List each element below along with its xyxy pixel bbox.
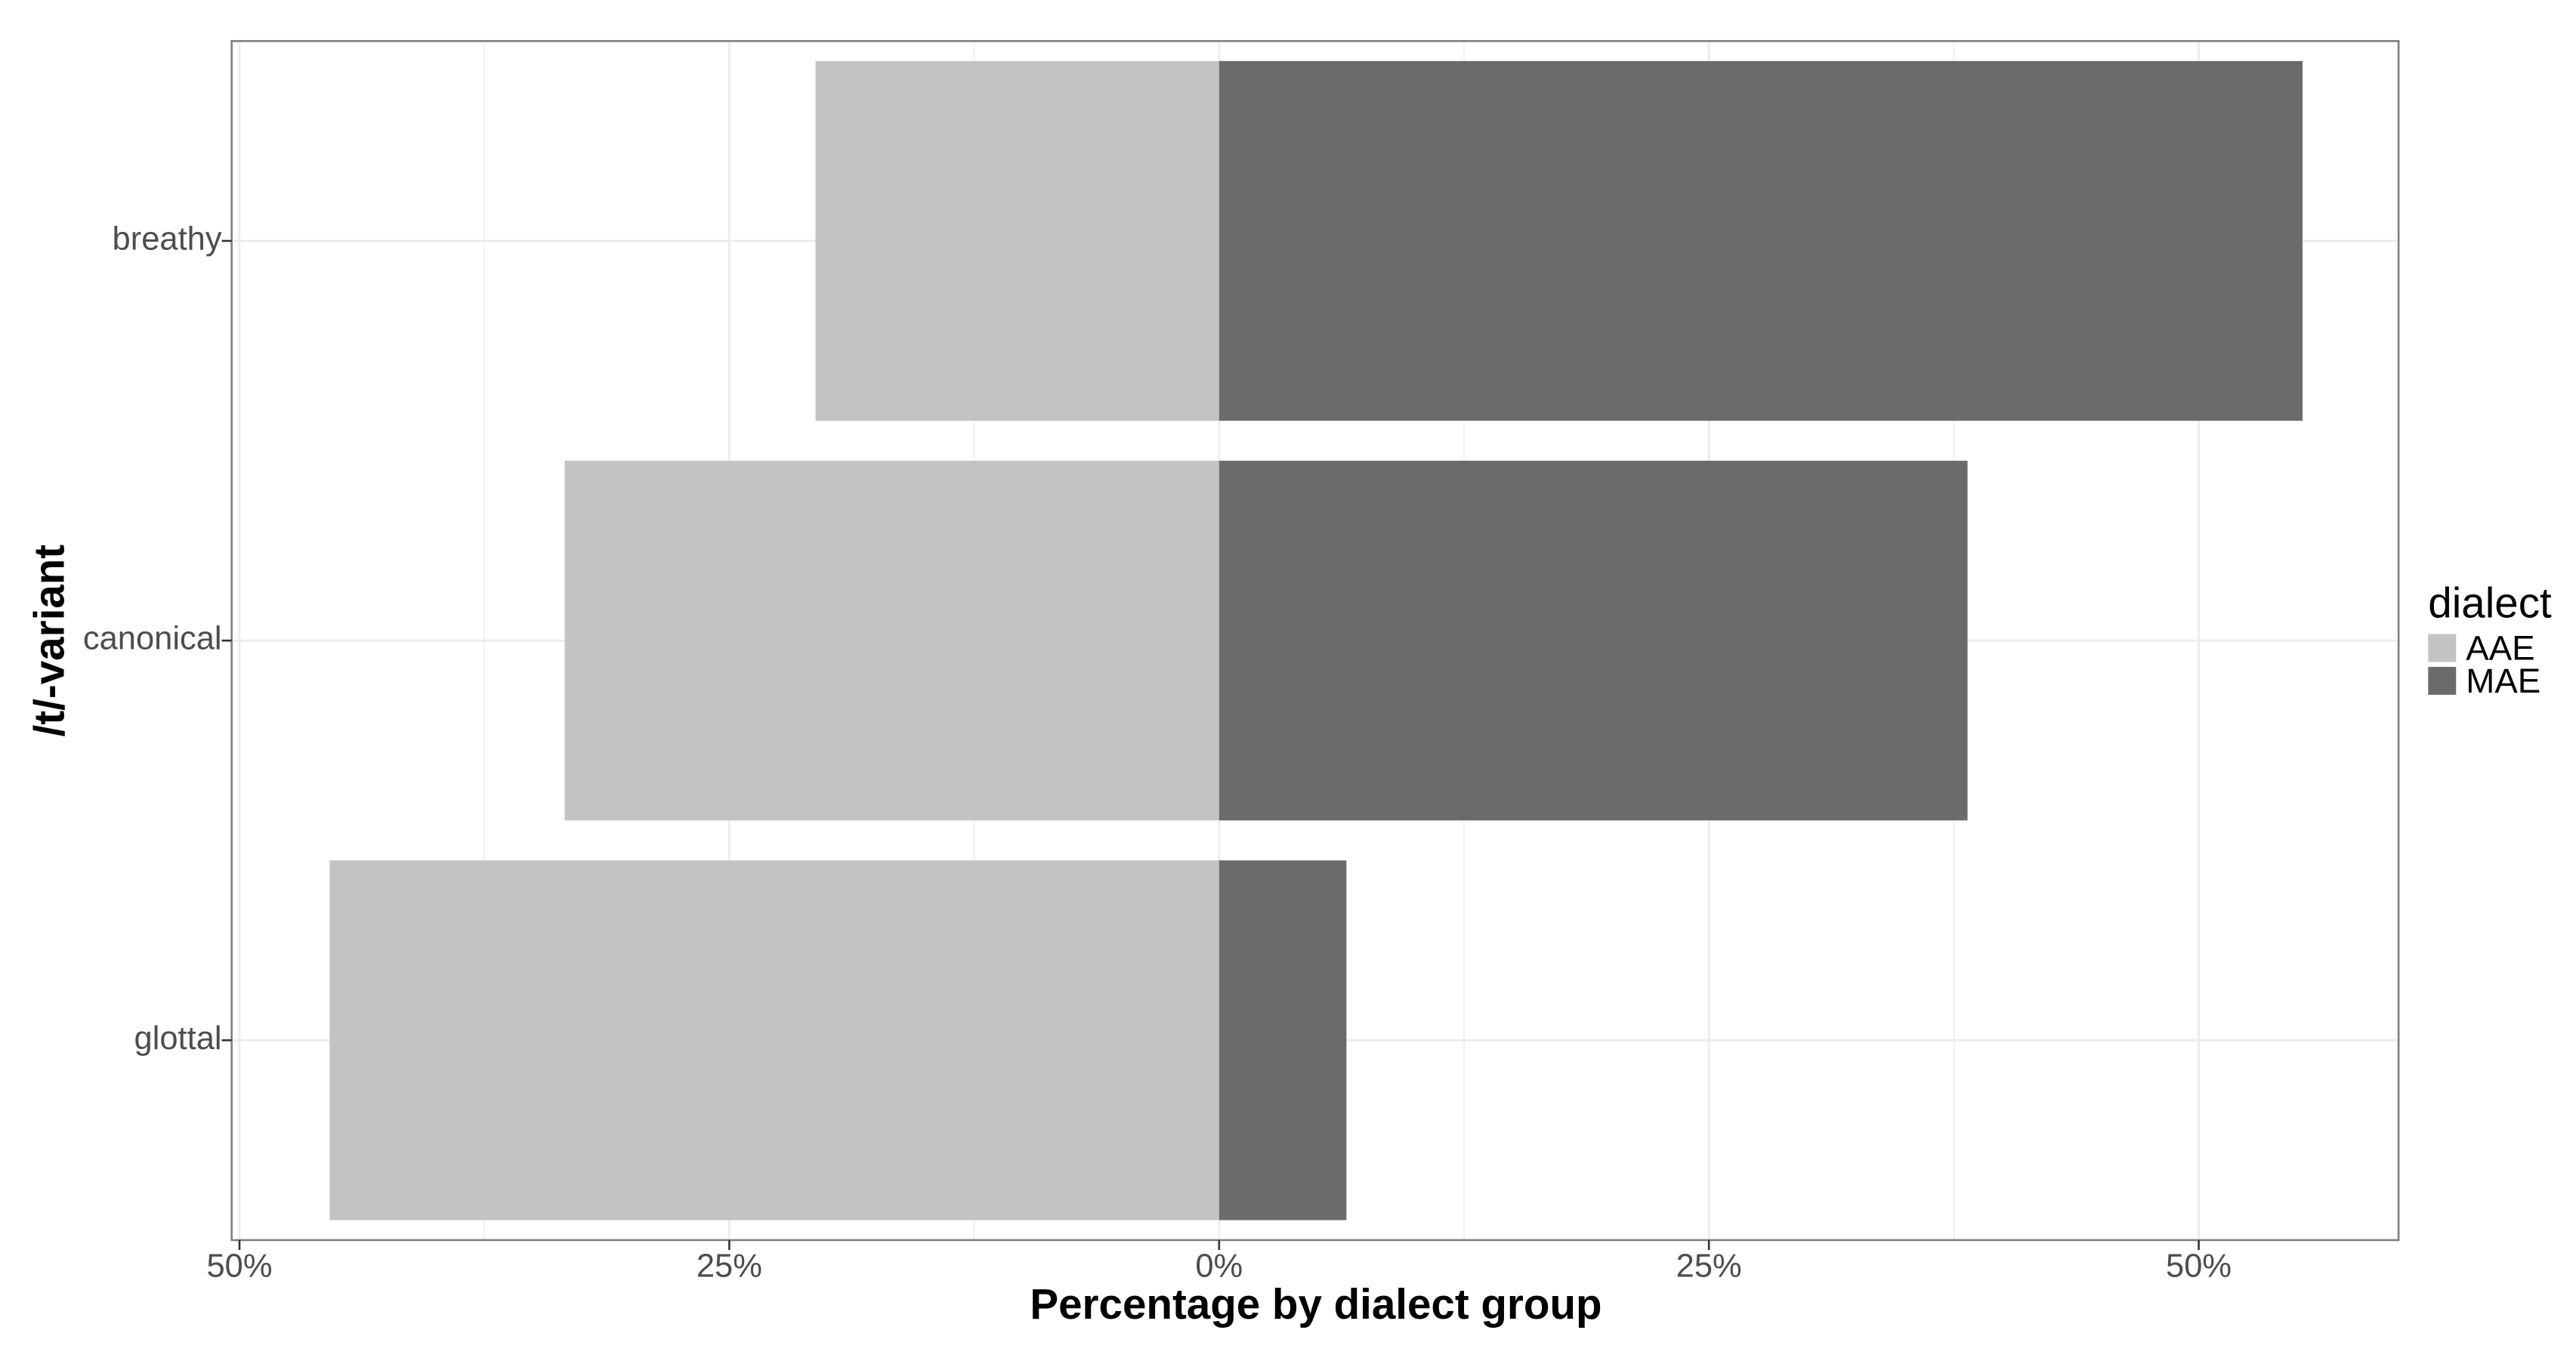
bar xyxy=(329,860,1219,1221)
x-axis-title: Percentage by dialect group xyxy=(1030,1280,1602,1328)
x-tick-label: 50% xyxy=(2166,1248,2232,1284)
x-tick-label: 0% xyxy=(1195,1248,1243,1284)
axes: 50% 25% 0% 25% 50% breathy canonical glottal xyxy=(83,221,2232,1284)
legend-label: AAE xyxy=(2466,628,2534,667)
x-tick-label: 50% xyxy=(206,1248,272,1284)
y-axis-title: /t/-variant xyxy=(26,545,73,737)
x-tick-label: 25% xyxy=(1676,1248,1742,1284)
bar xyxy=(1219,860,1347,1221)
legend-label: MAE xyxy=(2466,662,2540,700)
x-tick-label: 25% xyxy=(697,1248,762,1284)
bars xyxy=(329,60,2303,1221)
legend-swatch xyxy=(2428,666,2457,695)
legend-title: dialect xyxy=(2428,579,2552,626)
y-tick-label: canonical xyxy=(83,621,222,657)
bar xyxy=(1219,461,1968,821)
bar xyxy=(564,461,1219,821)
legend-swatch xyxy=(2428,634,2457,662)
bar xyxy=(815,60,1219,421)
y-tick-label: breathy xyxy=(113,221,222,257)
y-tick-label: glottal xyxy=(134,1020,222,1057)
bar xyxy=(1219,60,2303,421)
